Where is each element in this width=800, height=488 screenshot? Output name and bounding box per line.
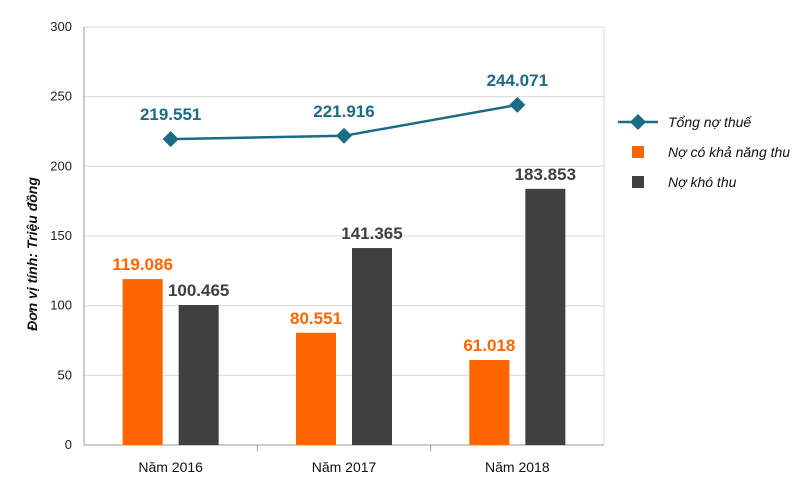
bar-data-label: 119.086 — [112, 255, 173, 274]
bar-collectible-debt — [122, 279, 163, 445]
y-tick-label: 150 — [50, 228, 72, 243]
bar-data-label: 80.551 — [290, 309, 342, 328]
bar-uncollectible-debt — [178, 305, 219, 445]
line-point-marker — [336, 127, 352, 144]
y-tick-label: 50 — [58, 367, 72, 382]
x-axis: Năm 2016 Năm 2017 Năm 2018 — [138, 445, 550, 475]
y-tick-label: 250 — [50, 89, 72, 104]
bar-data-label: 183.853 — [515, 165, 576, 184]
y-tick-label: 300 — [50, 19, 72, 34]
legend: Tổng nợ thuế Nợ có khả năng thu Nợ khó thu — [618, 114, 790, 190]
legend-diamond-icon — [630, 114, 646, 130]
legend-label: Nợ có khả năng thu — [668, 144, 790, 160]
y-tick-label: 100 — [50, 298, 72, 313]
y-axis: 0 50 100 150 200 250 300 — [50, 19, 72, 452]
x-category-label: Năm 2016 — [138, 459, 203, 475]
line-series — [162, 96, 526, 148]
legend-label: Tổng nợ thuế — [668, 114, 752, 130]
bars — [122, 188, 566, 445]
bar-collectible-debt — [296, 332, 336, 445]
bar-uncollectible-debt — [525, 188, 566, 445]
bar-uncollectible-debt — [352, 248, 392, 445]
line-point-marker — [162, 131, 179, 148]
bar-collectible-debt — [469, 359, 510, 445]
data-labels: 119.086 100.465 80.551 141.365 61.018 183.853… — [112, 71, 576, 355]
legend-label: Nợ khó thu — [668, 174, 737, 190]
legend-swatch — [632, 146, 644, 158]
x-category-label: Năm 2018 — [485, 459, 550, 475]
y-axis-title: Đơn vị tính: Triệu đồng — [24, 177, 40, 331]
x-category-label: Năm 2017 — [312, 459, 377, 475]
bar-data-label: 100.465 — [168, 281, 229, 300]
line-point-marker — [509, 96, 526, 113]
y-tick-label: 200 — [50, 158, 72, 173]
line-data-label: 244.071 — [487, 71, 548, 90]
line-data-label: 221.916 — [313, 102, 374, 121]
bar-data-label: 61.018 — [463, 336, 515, 355]
line-data-label: 219.551 — [140, 105, 201, 124]
grid-lines — [83, 26, 605, 446]
legend-swatch — [632, 176, 644, 188]
y-tick-label: 0 — [65, 437, 72, 452]
bar-data-label: 141.365 — [341, 224, 402, 243]
